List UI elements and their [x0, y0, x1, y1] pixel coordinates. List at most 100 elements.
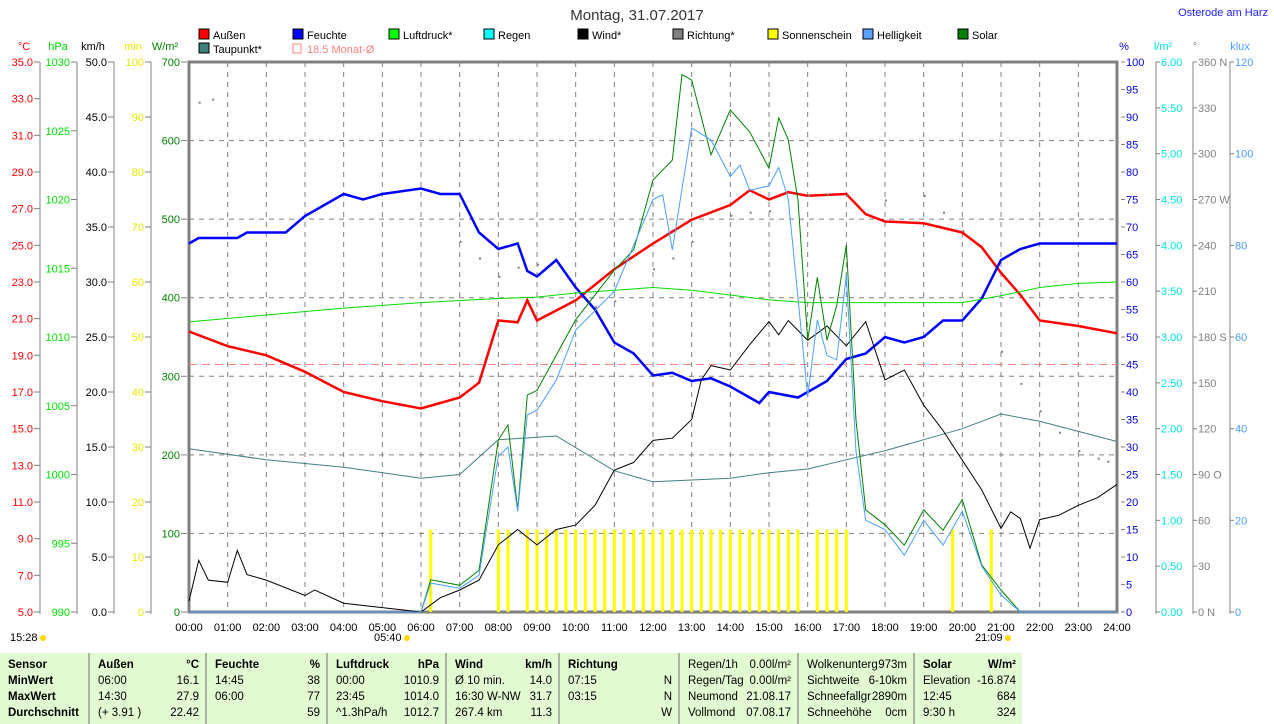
- axis-tick-label-rain: 5.50: [1161, 103, 1182, 115]
- axis-tick-label-rain: 1.50: [1161, 470, 1182, 482]
- axis-tick-label-temp: 19.0: [12, 350, 33, 362]
- table-row: 06:00 77: [215, 689, 320, 705]
- axis-tick-label-bright: 120: [1235, 57, 1253, 69]
- axis-tick-label-hum: 80: [1126, 167, 1138, 179]
- x-tick-label: 07:00: [446, 622, 474, 634]
- axis-tick-label-dir: 360 N: [1198, 57, 1227, 69]
- axis-tick-label-temp: 11.0: [12, 497, 33, 509]
- table-row: Wind km/h: [455, 657, 552, 673]
- table-group-6: Regen/1h 0.00l/m² Regen/Tag 0.00l/m² Neumond…: [678, 653, 797, 724]
- sunshine-bar: [728, 529, 732, 612]
- x-tick-label: 20:00: [949, 622, 977, 634]
- x-tick-label: 09:00: [523, 622, 551, 634]
- legend-swatch: [388, 28, 400, 40]
- table-group-2: Feuchte% 14:45 38 06:00 77 59: [205, 653, 326, 724]
- sunshine-bar: [767, 529, 771, 612]
- axis-tick-label-bright: 0: [1235, 607, 1241, 619]
- table-cell: 1012.7: [403, 707, 439, 719]
- series-line-solar: [189, 73, 1117, 613]
- table-row: Regen/1h 0.00l/m²: [688, 657, 791, 673]
- table-cell: Sichtweite: [807, 675, 860, 687]
- table-row: 14:30 27.9: [98, 689, 199, 705]
- axis-tick-label-dir: 60: [1198, 515, 1210, 527]
- wind-direction-dot: [885, 199, 887, 202]
- sunshine-bar: [989, 529, 993, 612]
- axis-tick-label-solar: 400: [162, 293, 180, 305]
- axis-tick-label-dir: 270 W: [1198, 195, 1230, 207]
- table-row: 59: [215, 705, 320, 721]
- series-line-luftdruck: [188, 281, 1118, 323]
- axis-unit-dir: °: [1193, 41, 1197, 53]
- sun-icon: [40, 635, 46, 641]
- table-row: 267.4 km 11.3: [455, 705, 552, 721]
- axis-tick-label-hum: 100: [1126, 57, 1144, 69]
- axis-tick-label-press: 1000: [46, 470, 70, 482]
- table-cell: 00:00: [336, 675, 365, 687]
- axis-tick-label-hum: 10: [1126, 552, 1138, 564]
- axis-tick-label-rain: 2.50: [1161, 378, 1182, 390]
- axis-tick-label-temp: 17.0: [12, 387, 33, 399]
- table-group-3: Luftdruck hPa 00:00 1010.9 23:45 1014.0 ^1.3hP…: [326, 653, 445, 724]
- table-cell: 21.08.17: [746, 691, 791, 703]
- sunshine-bar: [786, 529, 790, 612]
- x-tick-label: 23:00: [1065, 622, 1093, 634]
- legend-item-0: Außen: [213, 30, 245, 42]
- x-tick-label: 05:00: [369, 622, 397, 634]
- legend-swatch: [767, 28, 779, 40]
- table-cell: 0cm: [885, 707, 907, 719]
- table-row: Schneefallgr 2890m: [807, 689, 907, 705]
- legend-swatch: [862, 28, 874, 40]
- axis-tick-label-temp: 25.0: [12, 240, 33, 252]
- sunshine-bar: [796, 529, 800, 612]
- axis-tick-label-wind: 5.0: [92, 552, 107, 564]
- axis-tick-label-wind: 50.0: [86, 57, 107, 69]
- axis-tick-label-temp: 9.0: [18, 534, 33, 546]
- axis-tick-label-hum: 70: [1126, 222, 1138, 234]
- axis-tick-label-solar: 100: [162, 528, 180, 540]
- sunshine-bar: [583, 529, 587, 612]
- sunshine-bar: [835, 529, 839, 612]
- sunshine-bar: [525, 529, 529, 612]
- weather-chart: Montag, 31.07.2017 Osterode am Harz Außen F…: [10, 7, 1268, 644]
- sunshine-bar: [844, 529, 848, 612]
- table-cell: 23:45: [336, 691, 365, 703]
- axis-unit-solar: W/m²: [152, 41, 179, 53]
- axis-tick-label-sun: 10: [132, 552, 144, 564]
- location-label: Osterode am Harz: [1178, 7, 1268, 19]
- axis-tick-label-rain: 4.50: [1161, 195, 1182, 207]
- wind-direction-dot: [1078, 450, 1081, 453]
- axis-tick-label-hum: 60: [1126, 277, 1138, 289]
- wind-direction-dot: [479, 257, 481, 260]
- table-cell: 324: [996, 707, 1016, 719]
- table-cell: Außen: [98, 659, 134, 671]
- table-cell: 16.1: [176, 675, 199, 687]
- axis-tick-label-dir: 90 O: [1198, 470, 1222, 482]
- axis-unit-sun: min: [124, 41, 142, 53]
- sunshine-bar: [612, 529, 616, 612]
- axis-tick-label-temp: 29.0: [12, 167, 33, 179]
- axis-tick-label-bright: 40: [1235, 424, 1247, 436]
- axis-tick-label-wind: 40.0: [86, 167, 107, 179]
- table-cell: Neumond: [688, 691, 738, 703]
- table-cell: Vollmond: [688, 707, 736, 719]
- table-group-7: Wolkenunterg 973m Sichtweite 6-10km Schneefa…: [797, 653, 913, 724]
- wind-direction-dot: [827, 193, 829, 196]
- axis-tick-label-temp: 13.0: [12, 460, 33, 472]
- legend-swatch: [483, 28, 495, 40]
- axis-tick-label-temp: 33.0: [12, 94, 33, 106]
- sunshine-bar: [777, 529, 781, 612]
- axis-tick-label-hum: 90: [1126, 112, 1138, 124]
- axis-tick-label-rain: 3.00: [1161, 332, 1182, 344]
- axis-tick-label-hum: 85: [1126, 140, 1138, 152]
- x-tick-label: 13:00: [678, 622, 706, 634]
- table-cell: MinWert: [8, 675, 54, 687]
- table-cell: W: [661, 707, 672, 719]
- axis-tick-label-press: 1010: [46, 332, 70, 344]
- axis-tick-label-rain: 5.00: [1161, 149, 1182, 161]
- axis-tick-label-temp: 7.0: [18, 570, 33, 582]
- table-row: Durchschnitt: [8, 705, 82, 721]
- wind-direction-dot: [537, 263, 539, 266]
- table-cell: 0.00l/m²: [749, 675, 791, 687]
- series-line-helligkeit: [189, 127, 1117, 613]
- x-tick-label: 16:00: [794, 622, 822, 634]
